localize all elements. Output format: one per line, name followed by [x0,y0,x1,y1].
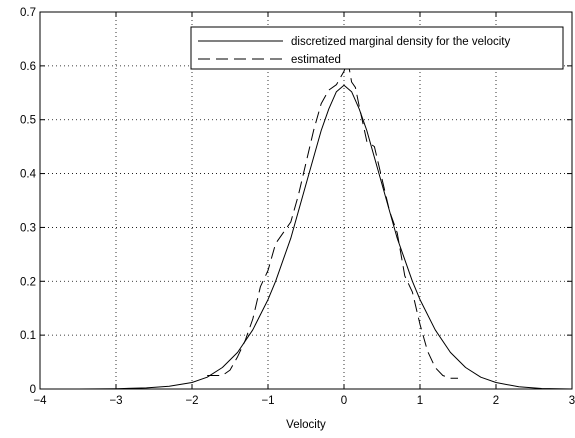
x-tick-label: 2 [493,395,499,407]
x-tick-label: 0 [341,395,347,407]
legend-label-estimated: estimated [291,54,341,66]
legend: discretized marginal density for the vel… [190,26,564,70]
axis-ticks: −4 −3 −2 −1 0 1 2 3 0 0.1 0.2 0.3 0.4 0.5 0.6 0.7 [20,7,575,407]
x-tick-label: 3 [569,395,575,407]
x-axis-label: Velocity [286,419,326,431]
y-tick-label: 0.1 [20,330,36,342]
series-line-estimated [207,60,458,379]
x-tick-label: −4 [33,395,47,407]
x-tick-label: 1 [417,395,423,407]
plot-frame [39,11,573,390]
legend-label-discretized: discretized marginal density for the vel… [291,36,510,48]
y-tick-label: 0.2 [20,276,36,288]
x-tick-label: −3 [109,395,122,407]
x-tick-label: −2 [185,395,198,407]
y-tick-label: 0.6 [20,61,36,73]
series-line-discretized [77,84,573,390]
y-tick-label: 0.4 [20,169,37,181]
y-tick-label: 0.7 [20,7,36,19]
plot-area [40,12,572,389]
x-tick-label: −1 [261,395,274,407]
grid-lines [40,12,572,389]
y-tick-label: 0.5 [20,115,36,127]
legend-box [190,26,564,70]
y-tick-label: 0 [30,384,36,396]
y-tick-label: 0.3 [20,222,36,234]
series-lines [77,60,573,390]
